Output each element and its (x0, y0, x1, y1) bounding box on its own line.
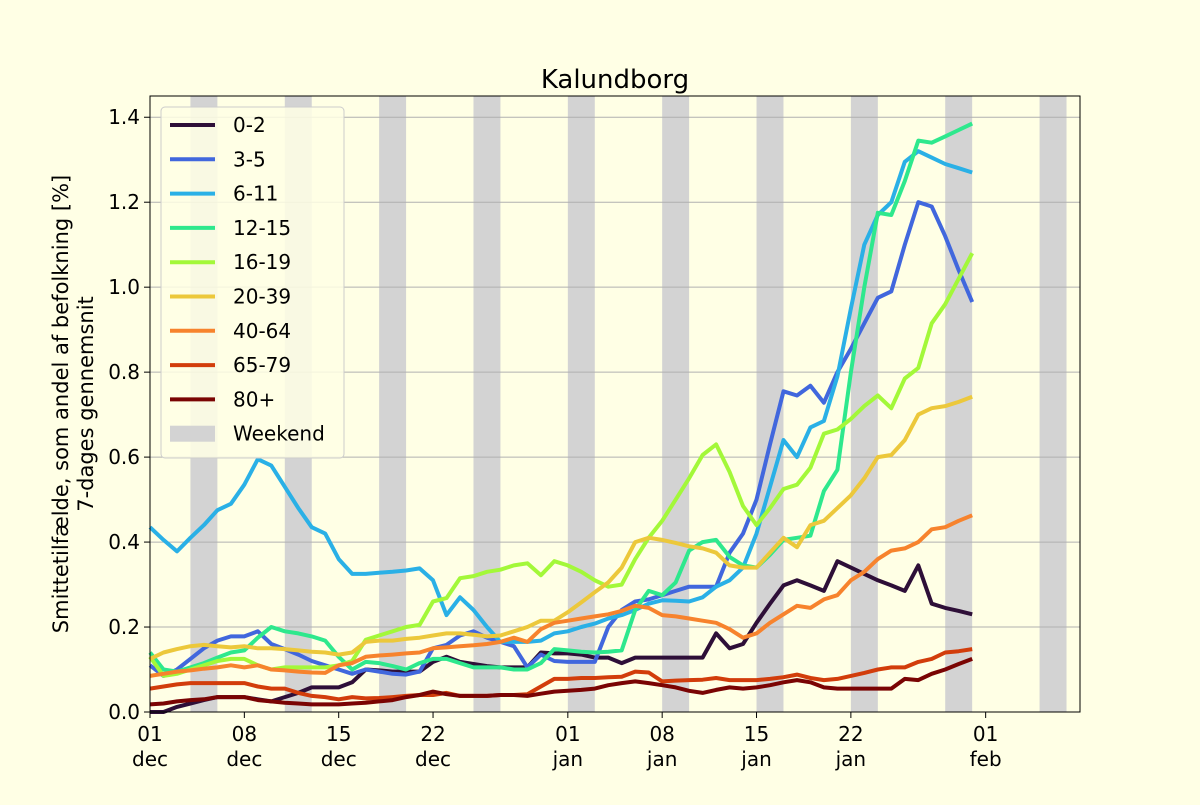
x-tick-label-day: 01 (137, 722, 162, 746)
y-tick-label: 0.4 (108, 530, 140, 554)
chart-title: Kalundborg (541, 65, 689, 95)
legend-label: 3-5 (233, 147, 266, 171)
x-tick-label-month: jan (646, 747, 678, 771)
series-line-20-39 (149, 394, 973, 661)
x-tick-label-day: 01 (973, 722, 998, 746)
x-tick-label-month: dec (321, 747, 357, 771)
y-tick-label: 0.0 (108, 700, 140, 724)
legend-label: 80+ (233, 387, 275, 411)
x-tick-label-month: jan (835, 747, 867, 771)
x-tick-label-day: 15 (744, 722, 769, 746)
x-tick-label-month: dec (132, 747, 168, 771)
y-tick-label: 0.6 (108, 445, 140, 469)
legend-label-weekend: Weekend (233, 422, 325, 446)
x-tick-label-day: 08 (649, 722, 674, 746)
weekend-band (379, 96, 407, 712)
legend-label: 12-15 (233, 216, 291, 240)
series-line-40-64 (149, 513, 973, 678)
legend-swatch-weekend (170, 425, 215, 442)
series-line-16-19 (148, 252, 974, 678)
weekend-band (1039, 96, 1067, 712)
y-tick-label: 0.2 (108, 615, 140, 639)
series-line-65-79 (149, 647, 973, 702)
x-tick-label-month: jan (740, 747, 772, 771)
series-line-0-2 (150, 559, 973, 714)
y-axis-ticks: 0.0 0.2 0.4 0.6 0.8 1.0 1.2 1.4 (108, 105, 150, 724)
x-tick-label-day: 22 (838, 722, 863, 746)
weekend-band (473, 96, 501, 712)
series-line-80+ (149, 657, 973, 707)
legend-label: 20-39 (233, 285, 291, 309)
legend-label: 40-64 (233, 319, 291, 343)
plot-frame (149, 95, 1081, 713)
legend: 0-2 3-5 6-11 12-15 16-19 20-39 40-64 65-79 80+ We… (160, 106, 345, 459)
x-tick-label-month: jan (552, 747, 584, 771)
legend-label: 6-11 (233, 182, 278, 206)
legend-label: 0-2 (233, 113, 266, 137)
weekend-band (662, 96, 690, 712)
x-tick-label-month: feb (970, 747, 1002, 771)
y-tick-label: 1.0 (108, 275, 140, 299)
series-line-6-11 (148, 149, 973, 644)
legend-label: 16-19 (233, 250, 291, 274)
x-tick-label-day: 22 (420, 722, 445, 746)
y-tick-label: 0.8 (108, 360, 140, 384)
x-tick-label-day: 01 (555, 722, 580, 746)
series-lines (148, 121, 975, 714)
x-tick-label-day: 15 (326, 722, 351, 746)
y-axis-label-line-2: 7-dages gennemsnit (74, 296, 98, 512)
y-tick-label: 1.2 (108, 190, 140, 214)
x-tick-label-month: dec (226, 747, 262, 771)
legend-label: 65-79 (233, 353, 291, 377)
x-axis-ticks: 01dec08dec15dec22dec01jan08jan15jan22jan… (132, 712, 1002, 771)
x-tick-label-day: 08 (232, 722, 257, 746)
series-line-12-15 (148, 121, 974, 674)
y-axis-label-line-1: Smittetilfælde, som andel af befolkning … (49, 175, 73, 633)
x-tick-label-month: dec (415, 747, 451, 771)
y-tick-label: 1.4 (108, 105, 140, 129)
